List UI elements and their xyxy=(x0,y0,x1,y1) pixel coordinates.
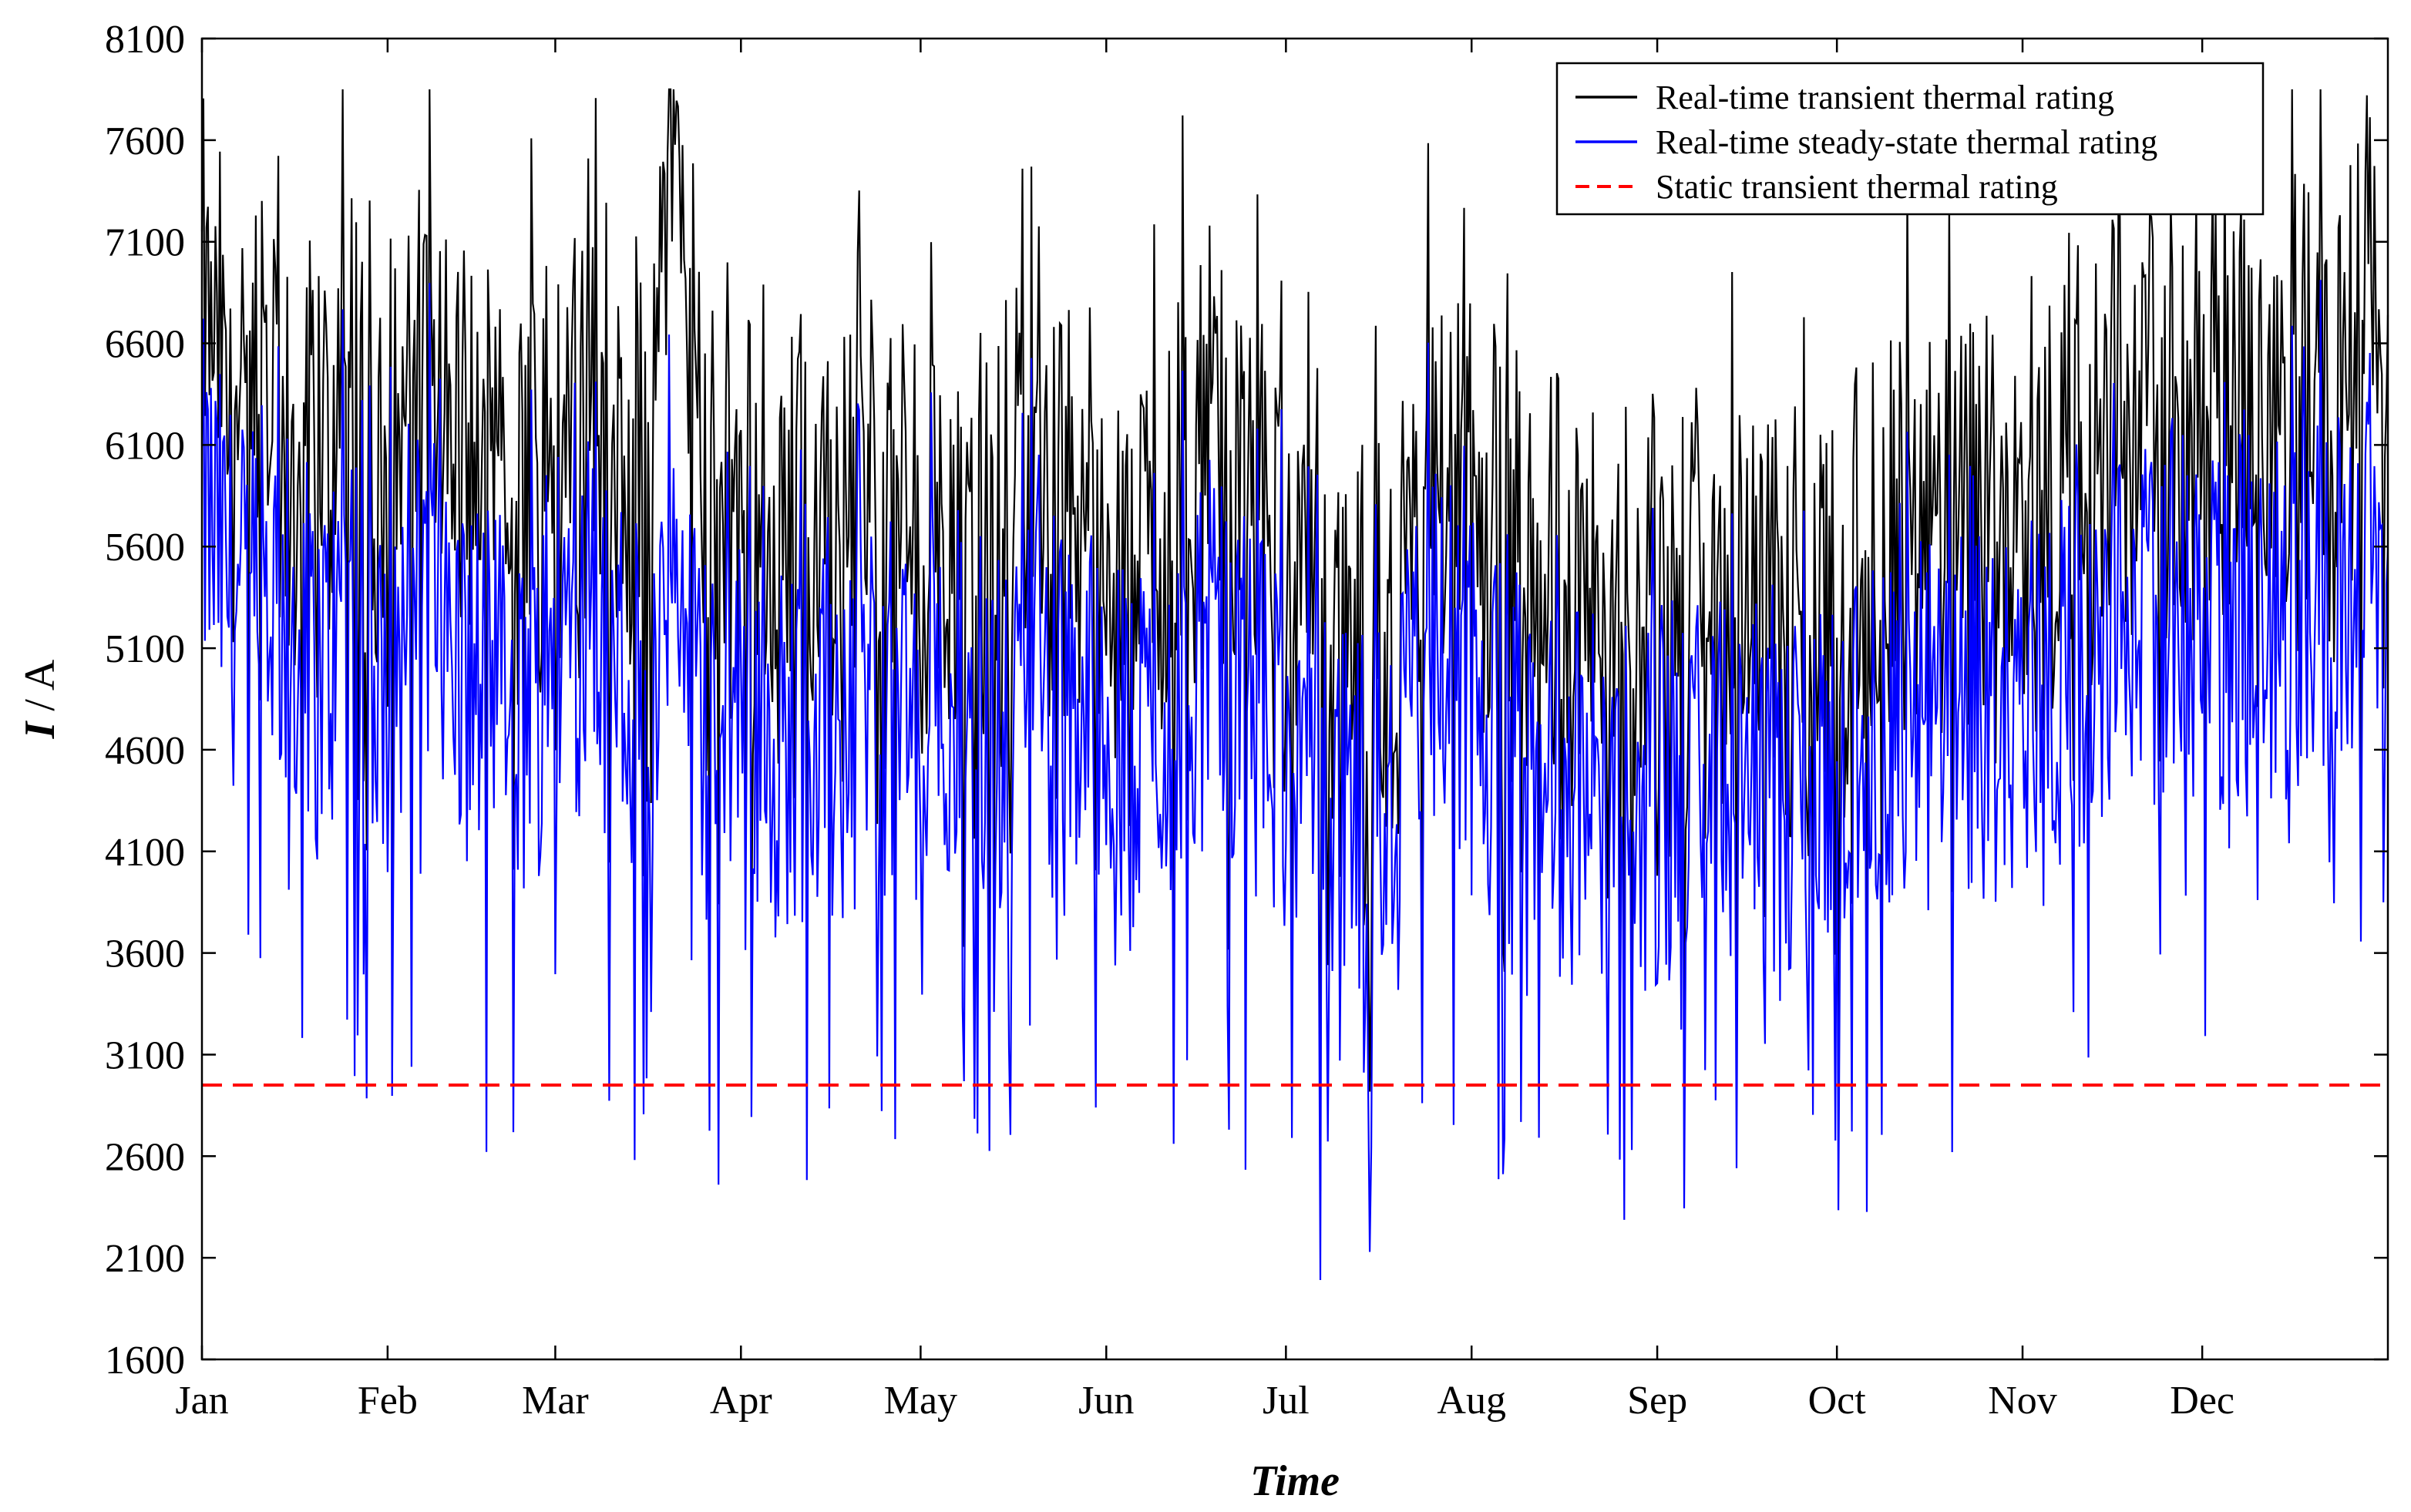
series-line-real-time-transient xyxy=(200,88,2389,1191)
axes-layer: 1600 2100 2600 3100 3600 4100 4600 5100 5600 6100… xyxy=(16,18,2389,1505)
y-tick-label: 7600 xyxy=(105,119,185,163)
legend-entry-label: Real-time transient thermal rating xyxy=(1656,79,2114,116)
x-tick-label: Apr xyxy=(710,1379,772,1423)
x-tick-label: Jun xyxy=(1078,1379,1134,1423)
series-line-real-time-steady-state xyxy=(200,280,2389,1281)
x-tick-label: Jan xyxy=(175,1379,228,1423)
x-axis-label: Time xyxy=(1250,1457,1340,1505)
y-tick-label: 5100 xyxy=(105,627,185,671)
y-tick-label: 7100 xyxy=(105,221,185,265)
y-tick-label: 2100 xyxy=(105,1237,185,1281)
y-tick-label: 1600 xyxy=(105,1339,185,1383)
legend-box xyxy=(1555,62,2265,216)
x-tick-label: Oct xyxy=(1808,1379,1867,1423)
y-tick-label: 3100 xyxy=(105,1033,185,1077)
y-tick-label: 4100 xyxy=(105,831,185,875)
x-tick-label: Jul xyxy=(1263,1379,1310,1423)
legend-entry-label: Real-time steady-state thermal rating xyxy=(1656,123,2157,161)
x-tick-label: Nov xyxy=(1988,1379,2057,1423)
x-tick-label: Sep xyxy=(1627,1379,1687,1423)
y-tick-label: 6600 xyxy=(105,323,185,367)
x-tick-label: Mar xyxy=(522,1379,589,1423)
x-tick-label: Aug xyxy=(1437,1379,1506,1423)
y-tick-label: 3600 xyxy=(105,932,185,976)
legend-entry-label: Static transient thermal rating xyxy=(1656,168,2058,206)
y-axis-label-unit: / A xyxy=(16,659,64,721)
y-tick-label: 8100 xyxy=(105,18,185,62)
x-tick-label: Feb xyxy=(358,1379,418,1423)
x-tick-label: Dec xyxy=(2170,1379,2234,1423)
y-axis-label: I / A xyxy=(16,659,64,739)
plot-frame xyxy=(200,37,2389,1361)
y-tick-label: 5600 xyxy=(105,526,185,570)
y-tick-label: 4600 xyxy=(105,729,185,773)
y-tick-label: 6100 xyxy=(105,424,185,468)
legend: Real-time transient thermal rating Real-t… xyxy=(1555,62,2265,216)
series-layer xyxy=(200,88,2389,1281)
y-tick-label: 2600 xyxy=(105,1135,185,1179)
x-tick-label: May xyxy=(884,1379,957,1423)
y-axis-label-variable: I xyxy=(16,720,64,739)
